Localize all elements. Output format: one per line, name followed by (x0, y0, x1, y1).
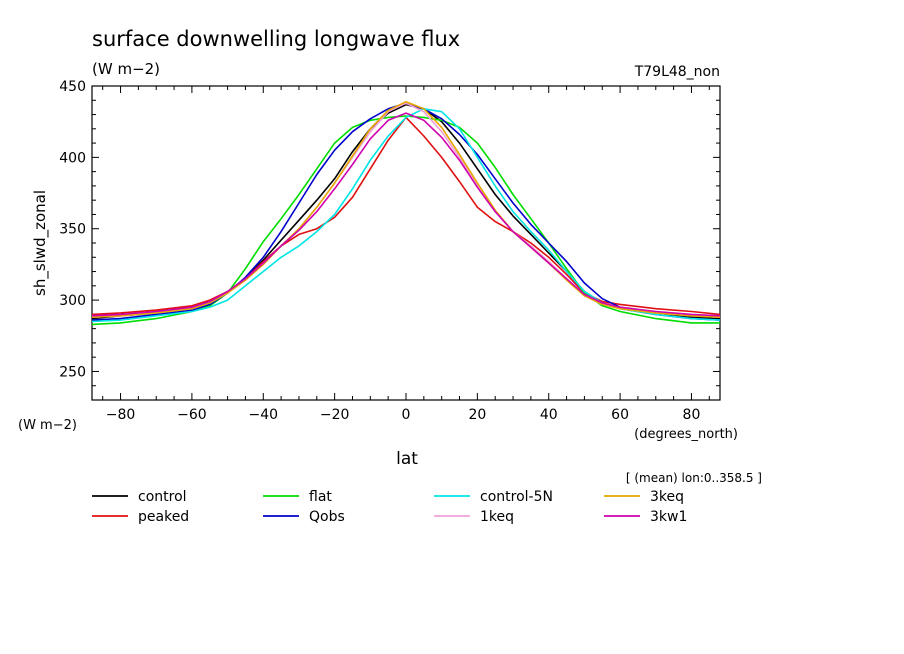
legend-item: control-5N (434, 489, 553, 505)
legend-label: Qobs (309, 509, 345, 525)
x-tick-label: 20 (468, 407, 486, 423)
x-tick-label: 40 (540, 407, 558, 423)
x-tick-label: 0 (402, 407, 411, 423)
averaging-note: [ (mean) lon:0..358.5 ] (626, 471, 762, 485)
x-tick-label: −60 (177, 407, 207, 423)
x-tick-label: −40 (248, 407, 278, 423)
x-tick-label: −20 (320, 407, 350, 423)
run-label: T79L48_non (634, 64, 720, 80)
x-tick-label: −80 (106, 407, 136, 423)
x-axis-label: lat (396, 449, 418, 469)
series-line-3keq (91, 100, 721, 318)
x-tick-label: 80 (683, 407, 701, 423)
legend: control peaked flat Qobs control-5N 1keq 3keq 3… (92, 489, 687, 525)
legend-label: peaked (138, 509, 189, 525)
legend-label: control-5N (480, 489, 553, 505)
plot-frame (91, 85, 721, 401)
x-axis-units: (degrees_north) (634, 427, 738, 442)
legend-item: Qobs (263, 509, 345, 525)
legend-item: control (92, 489, 187, 505)
legend-label: 3kw1 (650, 509, 687, 525)
chart-subtitle: (W m−2) (92, 60, 160, 78)
series-line-1keq (91, 102, 721, 318)
legend-item: peaked (92, 509, 189, 525)
y-tick-label: 450 (59, 79, 86, 95)
series-line-peaked (91, 116, 721, 316)
legend-item: 3kw1 (604, 509, 687, 525)
y-tick-label: 350 (59, 222, 86, 238)
series-line-3kw1 (91, 112, 721, 317)
y-tick-label: 300 (59, 293, 86, 309)
chart-title: surface downwelling longwave flux (92, 27, 460, 51)
plot-area: −80 −60 −40 −20 0 20 40 60 80 250 300 350 400 450 (59, 79, 721, 423)
y-tick-label: 400 (59, 150, 86, 166)
legend-item: 3keq (604, 489, 684, 505)
x-tick-label: 60 (611, 407, 629, 423)
series-line-flat (91, 115, 720, 326)
series-line-control-5n (91, 108, 721, 323)
y-axis-units: (W m−2) (18, 418, 77, 433)
y-tick-label: 250 (59, 364, 86, 380)
series-line-qobs (91, 102, 721, 321)
legend-label: 1keq (480, 509, 514, 525)
legend-item: 1keq (434, 509, 514, 525)
y-axis-label: sh_slwd_zonal (31, 190, 50, 296)
legend-label: control (138, 489, 187, 505)
series-line-control (91, 103, 721, 320)
legend-label: flat (309, 489, 332, 505)
legend-item: flat (263, 489, 332, 505)
legend-label: 3keq (650, 489, 684, 505)
